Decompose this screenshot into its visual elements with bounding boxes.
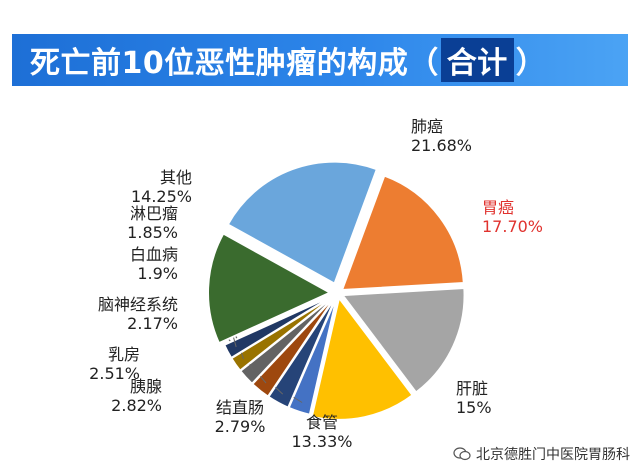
title-suffix: ） bbox=[515, 46, 547, 81]
slice-value-6: 2.51% bbox=[89, 364, 140, 383]
slice-value-5: 2.82% bbox=[111, 396, 162, 415]
slice-value-8: 1.9% bbox=[137, 264, 178, 283]
slice-value-3: 13.33% bbox=[291, 432, 352, 451]
slice-value-4: 2.79% bbox=[215, 417, 266, 436]
slice-name-7: 脑神经系统 bbox=[98, 295, 178, 314]
slice-name-10: 其他 bbox=[160, 168, 192, 187]
slice-label-9: 淋巴瘤 1.85% bbox=[127, 204, 178, 242]
title-prefix: 死亡前10位恶性肿瘤的构成（ bbox=[30, 46, 439, 81]
slice-label-4: 结直肠 2.79% bbox=[215, 398, 266, 436]
slice-value-0: 21.68% bbox=[411, 136, 472, 155]
slice-name-1: 胃癌 bbox=[482, 198, 514, 217]
slice-value-10: 14.25% bbox=[131, 187, 192, 206]
slice-name-4: 结直肠 bbox=[216, 398, 264, 417]
slice-name-9: 淋巴瘤 bbox=[130, 204, 178, 223]
pie-slice-10 bbox=[207, 232, 333, 345]
slice-value-7: 2.17% bbox=[127, 314, 178, 333]
pie-slice-3 bbox=[310, 295, 414, 421]
slice-label-3: 食管 13.33% bbox=[291, 413, 352, 451]
slice-name-5: 胰腺 bbox=[130, 377, 162, 396]
pie-slice-0 bbox=[226, 160, 379, 286]
slice-value-9: 1.85% bbox=[127, 223, 178, 242]
slice-name-0: 肺癌 bbox=[411, 117, 443, 136]
slice-value-2: 15% bbox=[456, 398, 492, 417]
slice-label-1: 胃癌 17.70% bbox=[482, 198, 543, 236]
slice-value-1: 17.70% bbox=[482, 217, 543, 236]
watermark: 北京德胜门中医院胃肠科 bbox=[453, 444, 630, 464]
slice-label-2: 肝脏 15% bbox=[456, 379, 492, 417]
slice-label-10: 其他 14.25% bbox=[131, 168, 192, 206]
slice-label-5: 胰腺 2.82% bbox=[111, 377, 162, 415]
title-highlight: 合计 bbox=[440, 38, 514, 82]
slice-name-6: 乳房 bbox=[108, 345, 140, 364]
chart-title-banner: 死亡前10位恶性肿瘤的构成（ 合计） bbox=[12, 34, 628, 86]
wechat-icon bbox=[453, 447, 471, 461]
pie-slice-1 bbox=[340, 174, 465, 292]
slice-label-7: 脑神经系统 2.17% bbox=[98, 295, 178, 333]
slice-label-8: 白血病 1.9% bbox=[130, 245, 178, 283]
slice-label-0: 肺癌 21.68% bbox=[411, 117, 472, 155]
slice-name-3: 食管 bbox=[306, 413, 338, 432]
slice-name-2: 肝脏 bbox=[456, 379, 488, 398]
pie-slice-9 bbox=[222, 293, 336, 360]
watermark-text: 北京德胜门中医院胃肠科 bbox=[476, 447, 630, 463]
slice-name-8: 白血病 bbox=[130, 245, 178, 264]
slice-label-6: 乳房 2.51% bbox=[89, 345, 140, 383]
pie-slice-2 bbox=[340, 286, 466, 394]
